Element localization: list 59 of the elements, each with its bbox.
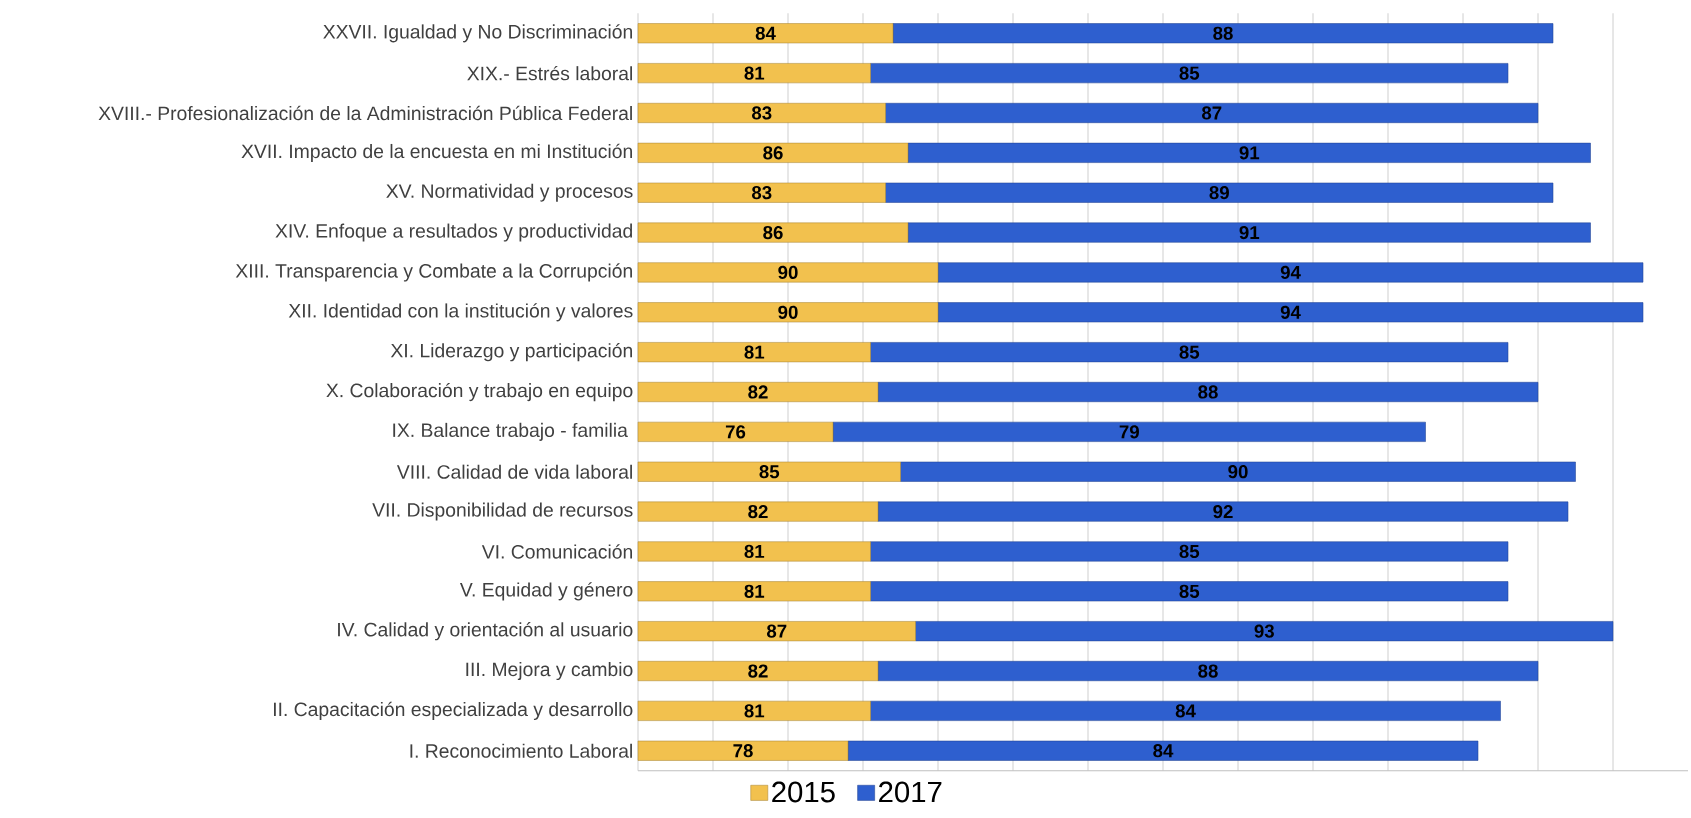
y-tick-label: XIX.- Estrés laboral	[467, 65, 632, 81]
data-label: 85	[1179, 544, 1200, 559]
data-label: 81	[744, 66, 765, 80]
data-label: 88	[1198, 385, 1218, 399]
data-label: 85	[759, 465, 780, 479]
y-tick-label: IX. Balance trabajo - familia	[393, 422, 628, 441]
data-label: 84	[1153, 744, 1174, 758]
y-tick-label: III. Mejora y cambio	[466, 662, 633, 681]
data-label: 86	[763, 146, 783, 160]
data-label: 92	[1213, 504, 1233, 519]
y-tick-label: XIII. Transparencia y Combate a la Corrupción	[235, 263, 632, 282]
data-label: 82	[748, 504, 768, 519]
data-label: 78	[733, 744, 753, 758]
legend-label: 2017	[879, 781, 942, 803]
data-label: 88	[1213, 26, 1233, 40]
y-tick-label: XV. Normatividad y procesos	[386, 183, 633, 202]
y-tick-label: X. Colaboración y trabajo en equipo	[326, 382, 633, 402]
data-label: 91	[1239, 225, 1260, 240]
y-tick-label: XXVII. Igualdad y No Discriminación	[323, 24, 632, 43]
data-label: 83	[751, 186, 772, 200]
y-tick-label: VIII. Calidad de vida laboral	[396, 464, 632, 479]
data-label: 85	[1179, 66, 1200, 80]
data-label: 90	[778, 265, 798, 280]
data-label: 84	[755, 26, 776, 40]
data-label: 87	[1201, 106, 1222, 120]
data-label: 86	[763, 225, 783, 240]
data-label: 93	[1254, 624, 1274, 638]
data-label: 82	[748, 664, 768, 678]
data-label: 87	[766, 624, 787, 638]
data-label: 81	[744, 345, 765, 359]
y-tick-label: V. Equidad y género	[459, 582, 633, 601]
y-tick-label: VI. Comunicación	[481, 544, 632, 559]
legend-label: 2015	[772, 781, 835, 803]
y-tick-label: XI. Liderazgo y participación	[390, 343, 632, 362]
data-label: 81	[744, 584, 765, 598]
y-tick-label: IV. Calidad y orientación al usuario	[338, 622, 633, 641]
data-label: 83	[751, 106, 772, 120]
data-label: 90	[1228, 465, 1248, 479]
data-label: 88	[1198, 664, 1218, 678]
y-tick-label: I. Reconocimiento Laboral	[410, 743, 632, 758]
data-label: 85	[1179, 345, 1200, 359]
data-label: 81	[744, 704, 765, 718]
y-tick-label: II. Capacitación especializada y desarrollo	[273, 701, 633, 721]
data-label: 90	[778, 305, 798, 319]
data-label: 81	[744, 544, 765, 559]
y-tick-label: XVII. Impacto de la encuesta en mi Institución	[241, 143, 632, 162]
y-tick-label: VII. Disponibilidad de recursos	[372, 502, 633, 521]
data-label: 79	[1119, 425, 1139, 439]
data-label: 76	[725, 425, 746, 439]
data-label: 82	[748, 385, 768, 399]
y-tick-label: XII. Identidad con la institución y valores	[288, 303, 633, 322]
y-tick-label: XIV. Enfoque a resultados y productividad	[275, 223, 632, 242]
data-label: 91	[1239, 146, 1260, 160]
y-tick-label: XVIII.- Profesionalización de la Administración Pública Federal	[98, 105, 632, 121]
data-label: 94	[1280, 305, 1301, 319]
data-label: 94	[1280, 265, 1301, 280]
data-label: 89	[1209, 186, 1229, 200]
data-label: 85	[1179, 584, 1200, 598]
data-label: 84	[1175, 704, 1196, 718]
